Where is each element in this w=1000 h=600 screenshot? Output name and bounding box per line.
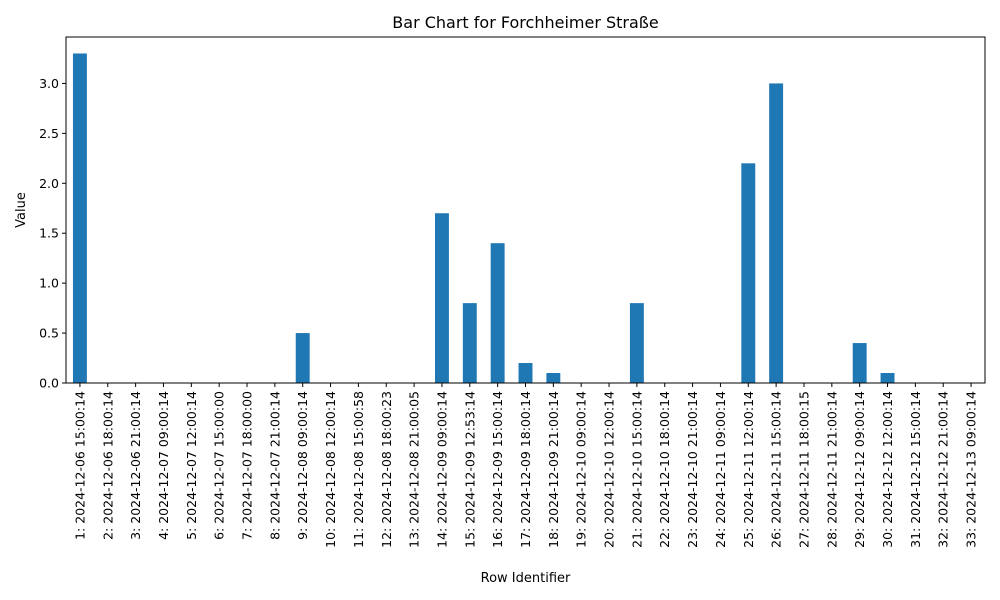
y-tick-label: 0.5 xyxy=(39,326,59,341)
x-tick-label: 2: 2024-12-06 18:00:14 xyxy=(100,391,115,540)
plot-frame xyxy=(65,36,986,384)
x-axis: 1: 2024-12-06 15:00:14 2: 2024-12-06 18:0… xyxy=(72,383,979,548)
x-tick-label: 6: 2024-12-07 15:00:00 xyxy=(212,391,227,540)
x-tick-label: 30: 2024-12-12 12:00:14 xyxy=(880,391,895,548)
x-tick-label: 16: 2024-12-09 15:00:14 xyxy=(490,391,505,548)
y-tick-label: 3.0 xyxy=(39,76,59,91)
y-axis-label: Value xyxy=(14,192,29,228)
x-tick-label: 25: 2024-12-11 12:00:14 xyxy=(741,391,756,548)
bar-1 xyxy=(72,53,87,383)
y-tick-label: 2.5 xyxy=(39,126,59,141)
bar-30 xyxy=(880,373,895,383)
x-tick-label: 32: 2024-12-12 21:00:14 xyxy=(936,391,951,548)
x-tick-label: 4: 2024-12-07 09:00:14 xyxy=(156,391,171,540)
bar-17 xyxy=(518,363,533,383)
x-tick-label: 11: 2024-12-08 15:00:58 xyxy=(351,391,366,548)
x-tick-label: 12: 2024-12-08 18:00:23 xyxy=(379,391,394,548)
x-tick-label: 5: 2024-12-07 12:00:14 xyxy=(184,391,199,540)
bar-29 xyxy=(852,343,867,383)
chart-title: Bar Chart for Forchheimer Straße xyxy=(392,13,658,32)
y-tick-label: 1.5 xyxy=(39,226,59,241)
x-tick-label: 20: 2024-12-10 12:00:14 xyxy=(602,391,617,548)
x-tick-label: 17: 2024-12-09 18:00:14 xyxy=(518,391,533,548)
x-tick-label: 7: 2024-12-07 18:00:00 xyxy=(240,391,255,540)
y-tick-label: 1.0 xyxy=(39,276,59,291)
bar-14 xyxy=(434,213,449,383)
x-tick-label: 3: 2024-12-06 21:00:14 xyxy=(128,391,143,540)
x-tick-label: 9: 2024-12-08 09:00:14 xyxy=(295,391,310,540)
x-tick-label: 8: 2024-12-07 21:00:14 xyxy=(267,391,282,540)
x-tick-label: 10: 2024-12-08 12:00:14 xyxy=(323,391,338,548)
x-tick-label: 18: 2024-12-09 21:00:14 xyxy=(546,391,561,548)
x-tick-label: 21: 2024-12-10 15:00:14 xyxy=(629,391,644,548)
x-tick-label: 14: 2024-12-09 09:00:14 xyxy=(434,391,449,548)
x-tick-label: 28: 2024-12-11 21:00:14 xyxy=(824,391,839,548)
bar-18 xyxy=(546,373,561,383)
x-tick-label: 1: 2024-12-06 15:00:14 xyxy=(72,391,87,540)
x-tick-label: 23: 2024-12-10 21:00:14 xyxy=(685,391,700,548)
x-tick-label: 24: 2024-12-11 09:00:14 xyxy=(713,391,728,548)
y-axis: 0.0 0.5 1.0 1.5 2.0 2.5 3.0 xyxy=(39,76,66,391)
x-tick-label: 19: 2024-12-10 09:00:14 xyxy=(574,391,589,548)
x-tick-label: 22: 2024-12-10 18:00:14 xyxy=(657,391,672,548)
x-tick-label: 33: 2024-12-13 09:00:14 xyxy=(964,391,979,548)
bar-25 xyxy=(741,163,756,383)
x-axis-label: Row Identifier xyxy=(481,571,571,586)
x-tick-label: 29: 2024-12-12 09:00:14 xyxy=(852,391,867,548)
x-tick-label: 15: 2024-12-09 12:53:14 xyxy=(462,391,477,548)
x-tick-label: 27: 2024-12-11 18:00:15 xyxy=(796,391,811,548)
bar-16 xyxy=(490,243,505,383)
y-tick-label: 0.0 xyxy=(39,376,59,391)
bar-15 xyxy=(462,303,477,383)
x-tick-label: 13: 2024-12-08 21:00:05 xyxy=(407,391,422,548)
x-tick-label: 26: 2024-12-11 15:00:14 xyxy=(769,391,784,548)
bar-9 xyxy=(295,333,310,383)
bar-21 xyxy=(629,303,644,383)
y-tick-label: 2.0 xyxy=(39,176,59,191)
x-tick-label: 31: 2024-12-12 15:00:14 xyxy=(908,391,923,548)
bar-26 xyxy=(769,83,784,384)
bars-group xyxy=(72,53,895,384)
